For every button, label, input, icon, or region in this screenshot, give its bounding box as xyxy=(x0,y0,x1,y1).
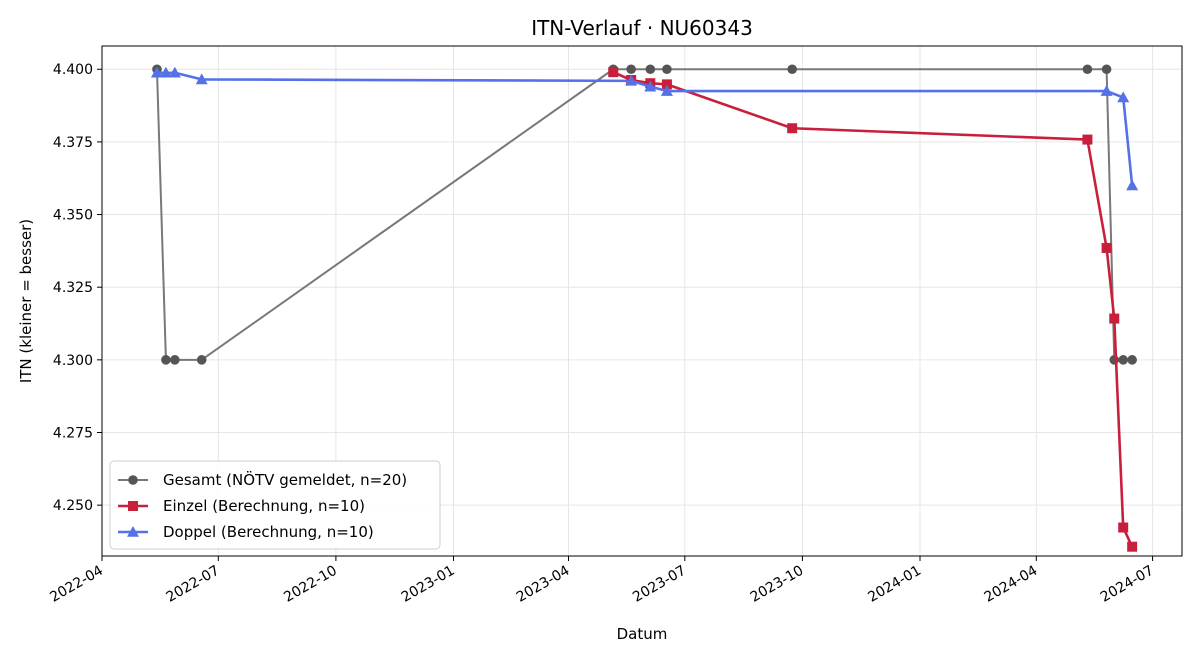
data-point xyxy=(1109,355,1120,365)
legend-entry: Gesamt (NÖTV gemeldet, n=20) xyxy=(118,470,407,489)
x-tick-label: 2023-07 xyxy=(630,563,689,606)
x-tick-label: 2024-04 xyxy=(982,563,1041,606)
legend-entry: Doppel (Berechnung, n=10) xyxy=(118,523,374,541)
x-tick-label: 2024-07 xyxy=(1098,563,1157,606)
data-point xyxy=(196,355,207,365)
data-point xyxy=(662,64,672,75)
series-triangle xyxy=(150,66,1139,191)
series-square xyxy=(608,67,1138,552)
series-layer xyxy=(150,64,1139,552)
data-point xyxy=(1101,64,1112,75)
x-axis: 2022-04 2022-07 2022-10 2023-01 2023-04 2023-… xyxy=(47,556,1157,606)
y-tick-label: 4.275 xyxy=(53,425,93,441)
data-point xyxy=(1127,541,1138,552)
y-tick-label: 4.300 xyxy=(53,353,93,369)
series-line xyxy=(612,70,1134,548)
y-tick-label: 4.400 xyxy=(53,62,93,78)
data-point xyxy=(170,355,180,365)
x-axis-label: Datum xyxy=(617,625,668,643)
y-tick-label: 4.375 xyxy=(53,135,93,151)
data-point xyxy=(159,66,172,78)
data-point xyxy=(1082,134,1093,145)
data-point xyxy=(626,64,636,75)
legend-entry: Einzel (Berechnung, n=10) xyxy=(118,497,365,515)
y-axis: 4.250 4.275 4.300 4.325 4.350 4.375 4.400 xyxy=(53,62,102,514)
y-tick-label: 4.350 xyxy=(53,208,93,224)
chart-title: ITN-Verlauf · NU60343 xyxy=(531,16,753,40)
data-point xyxy=(1101,242,1112,253)
data-point xyxy=(1118,355,1129,365)
legend-marker xyxy=(127,526,139,537)
data-point xyxy=(1100,85,1113,96)
series-line xyxy=(156,71,1134,186)
data-point xyxy=(1118,522,1129,533)
y-tick-label: 4.325 xyxy=(53,280,93,296)
data-point xyxy=(608,67,619,78)
data-point xyxy=(625,74,638,86)
y-axis-label: ITN (kleiner = besser) xyxy=(17,219,35,383)
data-point xyxy=(661,79,672,90)
data-point xyxy=(168,66,181,78)
legend-box xyxy=(109,460,441,550)
y-tick-label: 4.250 xyxy=(53,498,93,514)
x-tick-label: 2023-10 xyxy=(748,563,807,606)
data-point xyxy=(150,66,163,78)
data-point xyxy=(660,85,673,96)
data-point xyxy=(1109,313,1120,324)
data-point xyxy=(195,73,208,85)
x-tick-label: 2023-01 xyxy=(399,563,458,606)
legend-label: Gesamt (NÖTV gemeldet, n=20) xyxy=(163,470,407,489)
data-point xyxy=(787,123,798,134)
data-point xyxy=(1126,179,1139,191)
data-point xyxy=(787,64,797,75)
legend-marker xyxy=(128,501,138,511)
x-tick-label: 2022-07 xyxy=(164,563,223,606)
data-point xyxy=(645,64,656,75)
legend-label: Einzel (Berechnung, n=10) xyxy=(163,497,365,515)
x-tick-label: 2023-04 xyxy=(514,563,573,606)
plot-frame xyxy=(101,45,1183,557)
data-point xyxy=(1082,64,1093,75)
x-tick-label: 2024-01 xyxy=(865,563,924,606)
legend-label: Doppel (Berechnung, n=10) xyxy=(163,523,374,541)
data-point xyxy=(644,80,657,92)
data-point xyxy=(1117,91,1130,103)
x-tick-label: 2022-04 xyxy=(47,563,106,606)
legend-marker xyxy=(128,475,138,485)
data-point xyxy=(1127,355,1137,365)
legend: Gesamt (NÖTV gemeldet, n=20) Einzel (Bere… xyxy=(109,460,441,550)
data-point xyxy=(161,355,171,365)
x-tick-label: 2022-10 xyxy=(281,563,340,606)
